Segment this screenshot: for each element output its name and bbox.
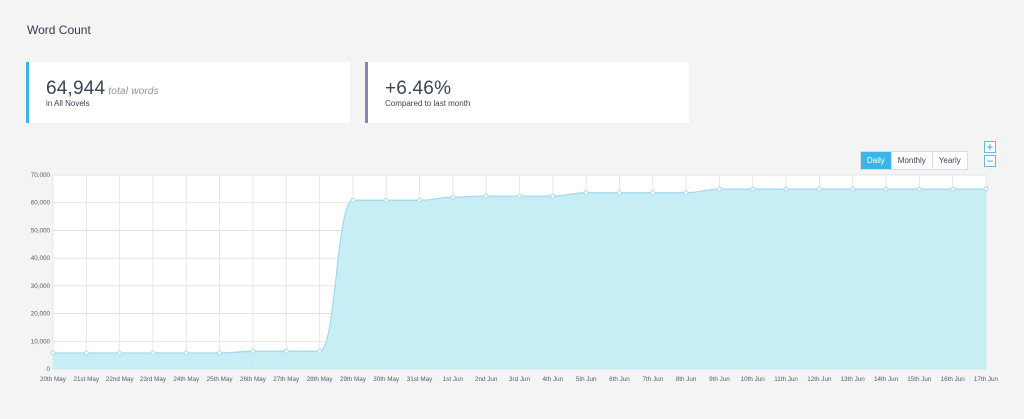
- data-point: [883, 186, 889, 192]
- monthly-change-value: +6.46%: [385, 78, 452, 99]
- series-line: [53, 188, 987, 354]
- data-point: [750, 186, 756, 192]
- data-point: [783, 186, 789, 192]
- data-point: [450, 194, 456, 200]
- y-tick-label: 50,000: [31, 227, 51, 234]
- monthly-change-caption: Compared to last month: [385, 99, 471, 108]
- x-tick-label: 6th Jun: [609, 376, 630, 383]
- data-point: [517, 193, 522, 199]
- x-tick-label: 23rd May: [140, 376, 167, 383]
- page-title: Word Count: [27, 23, 91, 37]
- x-tick-label: 5th Jun: [576, 376, 597, 383]
- x-tick-label: 13th Jun: [841, 376, 866, 383]
- x-tick-label: 1st Jun: [443, 376, 464, 383]
- x-tick-label: 11th Jun: [774, 376, 798, 383]
- x-tick-label: 12th Jun: [807, 376, 832, 383]
- data-point: [650, 190, 656, 196]
- x-tick-label: 26th May: [240, 376, 267, 383]
- total-words-caption: in All Novels: [46, 99, 90, 108]
- y-tick-label: 70,000: [31, 172, 51, 179]
- total-words-stat: 64,944 total words: [46, 78, 159, 100]
- y-tick-label: 20,000: [31, 311, 51, 318]
- zoom-out-button[interactable]: −: [984, 155, 996, 167]
- series-area: [53, 189, 986, 369]
- x-tick-label: 21st May: [74, 376, 100, 383]
- range-yearly-button[interactable]: Yearly: [931, 152, 967, 169]
- data-point: [50, 350, 56, 356]
- y-tick-label: 0: [46, 366, 50, 373]
- data-point: [317, 348, 323, 354]
- x-tick-label: 27th May: [273, 376, 300, 383]
- y-tick-label: 40,000: [31, 255, 51, 262]
- data-point: [283, 348, 289, 354]
- chart-markers: [50, 186, 989, 356]
- total-words-value: 64,944: [46, 78, 106, 99]
- data-point: [950, 186, 956, 192]
- y-axis-ticks: 0 10,000 20,000 30,000 40,000 50,000 60,000 70,…: [31, 172, 51, 373]
- data-point: [617, 190, 622, 196]
- x-tick-label: 31st May: [407, 376, 433, 383]
- data-point: [983, 186, 989, 192]
- y-tick-label: 60,000: [31, 200, 51, 207]
- y-tick-label: 30,000: [31, 283, 51, 290]
- x-tick-label: 28th May: [307, 376, 334, 383]
- total-words-card: 64,944 total words in All Novels: [26, 62, 350, 123]
- zoom-in-button[interactable]: +: [984, 141, 996, 153]
- x-tick-label: 7th Jun: [642, 376, 663, 383]
- data-point: [150, 350, 156, 356]
- range-daily-button[interactable]: Daily: [861, 152, 891, 169]
- x-axis-ticks: 20th May 21st May 22nd May 23rd May 24th May…: [40, 376, 999, 383]
- data-point: [417, 197, 422, 203]
- data-point: [483, 193, 489, 199]
- range-toggle: Daily Monthly Yearly: [860, 151, 968, 170]
- data-point: [916, 186, 922, 192]
- data-point: [816, 186, 822, 192]
- data-point: [183, 350, 189, 356]
- x-tick-label: 9th Jun: [709, 376, 730, 383]
- x-tick-label: 17th Jun: [974, 376, 999, 383]
- x-tick-label: 20th May: [40, 376, 67, 383]
- x-tick-label: 14th Jun: [874, 376, 899, 383]
- data-point: [83, 350, 89, 356]
- x-tick-label: 15th Jun: [907, 376, 932, 383]
- total-words-unit: total words: [108, 86, 159, 97]
- data-point: [383, 197, 389, 203]
- data-point: [217, 350, 223, 356]
- x-tick-label: 8th Jun: [676, 376, 697, 383]
- data-point: [117, 350, 123, 356]
- x-tick-label: 22nd May: [106, 376, 135, 383]
- data-point: [716, 186, 722, 192]
- x-tick-label: 30th May: [373, 376, 400, 383]
- x-tick-label: 16th Jun: [941, 376, 966, 383]
- data-point: [550, 193, 556, 199]
- monthly-change-card: +6.46% Compared to last month: [365, 62, 689, 123]
- x-tick-label: 25th May: [207, 376, 234, 383]
- x-tick-label: 24th May: [173, 376, 200, 383]
- x-tick-label: 3rd Jun: [509, 376, 531, 383]
- range-monthly-button[interactable]: Monthly: [890, 152, 932, 169]
- data-point: [250, 348, 256, 354]
- data-point: [850, 186, 856, 192]
- x-tick-label: 2nd Jun: [475, 376, 498, 383]
- y-tick-label: 10,000: [31, 338, 51, 345]
- data-point: [583, 190, 589, 196]
- chart-area-layer: [53, 188, 987, 369]
- x-tick-label: 10th Jun: [741, 376, 766, 383]
- x-tick-label: 4th Jun: [542, 376, 563, 383]
- data-point: [350, 197, 356, 203]
- x-tick-label: 29th May: [340, 376, 367, 383]
- data-point: [683, 190, 689, 196]
